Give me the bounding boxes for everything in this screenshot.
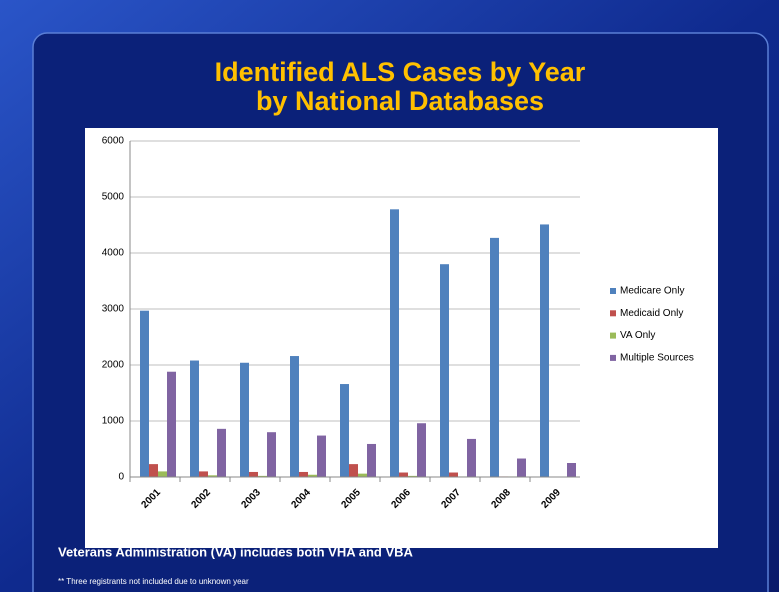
- bar: [358, 473, 367, 477]
- legend-swatch: [610, 310, 616, 317]
- bar: [367, 443, 376, 477]
- y-tick-label: 3000: [102, 304, 125, 315]
- bar: [467, 438, 476, 477]
- bar: [490, 237, 499, 477]
- bar: [199, 471, 208, 477]
- y-tick-label: 2000: [102, 360, 125, 371]
- legend-swatch: [610, 288, 616, 294]
- bar: [158, 471, 167, 477]
- bar: [167, 371, 176, 477]
- bar: [399, 472, 408, 477]
- legend-swatch: [610, 354, 616, 361]
- bar: [290, 356, 299, 477]
- bar: [340, 384, 349, 477]
- bar: [517, 458, 526, 477]
- bar: [540, 224, 549, 477]
- legend-label: Medicare Only: [620, 286, 684, 297]
- bar: [440, 264, 449, 477]
- bar: [267, 432, 276, 477]
- bar: [308, 474, 317, 477]
- bar: [390, 209, 399, 477]
- legend-label: VA Only: [620, 330, 655, 341]
- bar: [258, 475, 267, 477]
- legend-swatch: [610, 332, 616, 339]
- bar: [140, 310, 149, 477]
- legend-label: Medicaid Only: [620, 308, 683, 319]
- bar: [190, 360, 199, 477]
- bar: [240, 362, 249, 477]
- bar: [249, 471, 258, 477]
- bar: [208, 475, 217, 477]
- bar: [299, 471, 308, 477]
- y-tick-label: 6000: [102, 136, 125, 147]
- bar: [217, 428, 226, 477]
- bar: [317, 435, 326, 477]
- legend-label: Multiple Sources: [620, 353, 694, 364]
- y-tick-label: 4000: [102, 248, 125, 259]
- y-tick-label: 0: [118, 472, 124, 483]
- chart-title: Identified ALS Cases by Year: [215, 57, 586, 87]
- bar: [149, 464, 158, 477]
- footnote: ** Three registrants not included due to…: [58, 577, 249, 586]
- annotation: Veterans Administration (VA) includes bo…: [58, 544, 414, 559]
- chart-title: by National Databases: [256, 86, 544, 116]
- bar: [567, 463, 576, 477]
- bar: [449, 472, 458, 477]
- bar: [408, 475, 417, 477]
- bar: [349, 464, 358, 477]
- bar: [417, 423, 426, 477]
- y-tick-label: 5000: [102, 192, 125, 203]
- y-tick-label: 1000: [102, 416, 125, 427]
